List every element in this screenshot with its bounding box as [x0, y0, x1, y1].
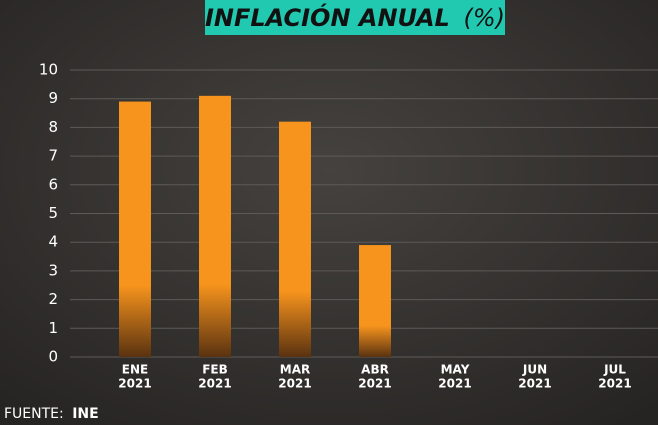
x-tick-label: 2021: [598, 377, 631, 391]
chart-title: INFLACIÓN ANUAL: [205, 2, 450, 32]
x-tick-label: 2021: [438, 377, 471, 391]
y-tick-label: 7: [48, 147, 58, 165]
chart-title-group: INFLACIÓN ANUAL (%): [205, 2, 505, 32]
y-tick-label: 10: [39, 61, 58, 79]
x-tick-label: JUN: [522, 363, 547, 377]
x-tick-label: JUL: [603, 363, 626, 377]
x-tick-label: 2021: [278, 377, 311, 391]
x-tick-label: 2021: [358, 377, 391, 391]
x-tick-label: 2021: [518, 377, 551, 391]
y-tick-label: 4: [48, 233, 58, 251]
bar: [279, 121, 311, 357]
source-group: FUENTE: INE: [4, 406, 99, 422]
bar: [119, 101, 151, 357]
title-box: [205, 0, 505, 35]
x-tick-label: FEB: [202, 363, 228, 377]
x-tick-label: MAR: [280, 363, 310, 377]
y-tick-label: 5: [48, 204, 58, 222]
bar: [359, 245, 391, 357]
y-tick-label: 1: [48, 319, 58, 337]
y-tick-label: 9: [48, 89, 58, 107]
y-tick-label: 6: [48, 175, 58, 193]
source: INE: [72, 406, 99, 422]
y-tick-label: 3: [48, 261, 58, 279]
x-tick-label: 2021: [118, 377, 151, 391]
x-tick-label: MAY: [441, 363, 470, 377]
y-tick-label: 8: [48, 118, 58, 136]
x-tick-label: ABR: [361, 363, 389, 377]
source-label: FUENTE:: [4, 406, 64, 422]
chart-title-unit: (%): [463, 4, 505, 32]
bar: [199, 95, 231, 357]
x-tick-label: ENE: [122, 363, 148, 377]
y-tick-label: 0: [48, 348, 58, 366]
y-tick-label: 2: [48, 290, 58, 308]
x-tick-label: 2021: [198, 377, 231, 391]
